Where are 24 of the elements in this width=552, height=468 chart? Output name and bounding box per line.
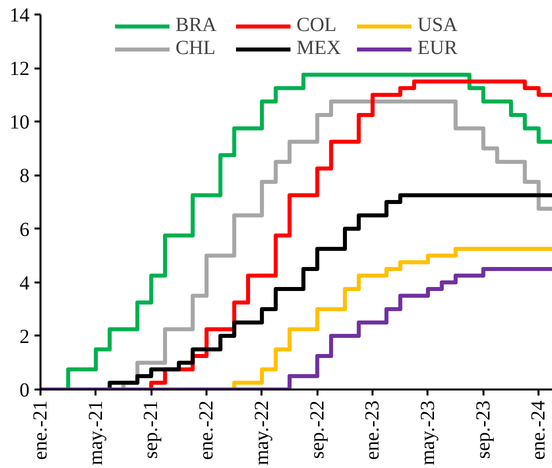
y-tick-label: 14: [10, 4, 30, 26]
x-tick-label: ene.-22: [196, 400, 218, 460]
legend-label: BRA: [176, 14, 218, 37]
x-tick-label: ene.-21: [30, 400, 52, 460]
x-tick-label: sep.-21: [140, 400, 162, 459]
x-tick-label: may.-23: [416, 400, 439, 466]
y-tick-label: 12: [10, 58, 30, 80]
legend-label: MEX: [296, 37, 342, 60]
legend-label: COL: [296, 14, 338, 37]
x-tick-label: ene.-24: [528, 400, 550, 460]
y-tick-label: 8: [20, 165, 30, 188]
y-tick-label: 0: [20, 380, 30, 402]
y-tick-label: 10: [10, 112, 30, 134]
x-tick-label: ene.-23: [362, 400, 384, 460]
legend-label: EUR: [418, 37, 458, 60]
legend-label: CHL: [176, 37, 216, 60]
y-tick-label: 2: [20, 326, 30, 348]
x-tick-label: may.-21: [84, 400, 107, 466]
x-tick-label: sep.-23: [472, 400, 494, 459]
y-tick-label: 6: [20, 218, 30, 241]
x-tick-label: may.-22: [250, 400, 273, 466]
x-tick-label: sep.-22: [306, 400, 328, 459]
y-tick-label: 4: [20, 272, 30, 294]
legend-label: USA: [418, 14, 459, 37]
